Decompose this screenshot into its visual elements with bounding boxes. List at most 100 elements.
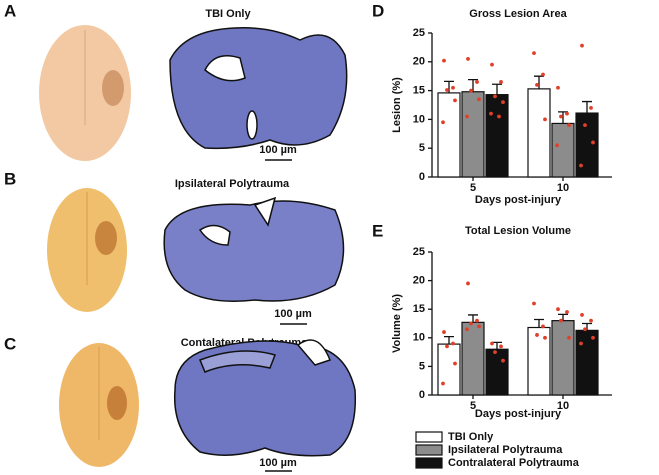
panel-title: TBI Only — [205, 8, 251, 20]
data-point — [567, 123, 571, 128]
data-point — [490, 62, 494, 67]
error-bar — [468, 79, 478, 92]
chart-title: Total Lesion Volume — [465, 225, 571, 237]
data-point — [499, 344, 503, 349]
panel-letter: D — [372, 1, 384, 20]
data-point — [477, 97, 481, 102]
y-tick-label: 5 — [419, 360, 425, 372]
brain-section — [169, 27, 348, 150]
data-point — [453, 98, 457, 103]
data-point — [490, 341, 494, 346]
y-tick-label: 10 — [413, 113, 425, 125]
legend-label: Contralateral Polytrauma — [448, 457, 580, 469]
data-point — [541, 72, 545, 77]
data-point — [532, 301, 536, 306]
brain-section — [163, 196, 345, 302]
data-point — [580, 43, 584, 48]
data-point — [565, 111, 569, 116]
data-point — [451, 85, 455, 90]
legend-label: Ipsilateral Polytrauma — [448, 444, 563, 456]
y-axis-label: Volume (%) — [391, 294, 403, 353]
bar — [437, 92, 461, 178]
bar — [437, 343, 461, 396]
data-point — [499, 80, 503, 84]
bar — [551, 122, 575, 178]
data-point — [469, 321, 473, 326]
y-axis-label: Lesion (%) — [391, 77, 403, 133]
panel-letter: E — [372, 221, 383, 240]
data-point — [451, 341, 455, 346]
panel-letter: A — [4, 1, 16, 20]
data-point — [493, 94, 497, 99]
data-point — [591, 335, 595, 340]
data-point — [565, 310, 569, 314]
x-tick-label: 10 — [557, 182, 569, 194]
error-bar — [534, 75, 544, 89]
y-tick-label: 10 — [413, 332, 425, 344]
bar — [575, 329, 599, 396]
error-bar — [444, 336, 454, 345]
y-tick-label: 25 — [413, 246, 425, 258]
error-bar — [534, 318, 544, 328]
data-point — [465, 327, 469, 332]
y-tick-label: 0 — [419, 389, 425, 401]
brain-photo — [59, 343, 139, 467]
data-point — [441, 120, 445, 125]
panel-title: Ipsilateral Polytrauma — [175, 178, 290, 190]
bar — [485, 94, 509, 178]
error-bar — [558, 313, 568, 321]
brain-photo — [47, 188, 127, 312]
data-point — [556, 307, 560, 312]
y-tick-label: 0 — [419, 171, 425, 183]
data-point — [501, 100, 505, 105]
data-point — [591, 140, 595, 145]
data-point — [489, 111, 493, 116]
y-tick-label: 15 — [413, 303, 425, 315]
data-point — [442, 58, 446, 63]
error-bar — [582, 322, 592, 331]
data-point — [580, 313, 584, 317]
error-bar — [444, 80, 454, 93]
data-point — [535, 333, 539, 337]
data-point — [589, 105, 593, 110]
data-point — [493, 350, 497, 354]
bar — [551, 320, 575, 396]
error-bar — [492, 341, 502, 350]
data-point — [466, 281, 470, 286]
error-bar — [492, 83, 502, 95]
data-point — [497, 114, 501, 119]
x-tick-label: 5 — [470, 400, 476, 412]
bar — [485, 348, 509, 396]
y-tick-label: 5 — [419, 142, 425, 154]
data-point — [579, 163, 583, 168]
data-point — [543, 117, 547, 122]
data-point — [559, 318, 563, 323]
y-tick-label: 20 — [413, 275, 425, 287]
data-point — [541, 324, 545, 329]
data-point — [559, 114, 563, 119]
scale-bar-label: 100 µm — [259, 144, 297, 156]
data-point — [555, 143, 559, 148]
data-point — [442, 330, 446, 334]
y-tick-label: 25 — [413, 27, 425, 39]
data-point — [445, 88, 449, 92]
data-point — [445, 344, 449, 349]
data-point — [589, 318, 593, 323]
bar — [527, 88, 551, 178]
x-axis-label: Days post-injury — [475, 408, 562, 420]
legend-label: TBI Only — [448, 431, 494, 443]
data-point — [501, 358, 505, 363]
y-tick-label: 20 — [413, 56, 425, 68]
legend-swatch — [415, 444, 443, 456]
x-tick-label: 10 — [557, 400, 569, 412]
data-point — [475, 318, 479, 323]
data-point — [543, 335, 547, 340]
data-point — [532, 51, 536, 56]
data-point — [556, 85, 560, 90]
panel-letter: B — [4, 169, 16, 188]
data-point — [465, 114, 469, 119]
data-point — [475, 80, 479, 84]
y-tick-label: 15 — [413, 85, 425, 97]
data-point — [477, 324, 481, 329]
